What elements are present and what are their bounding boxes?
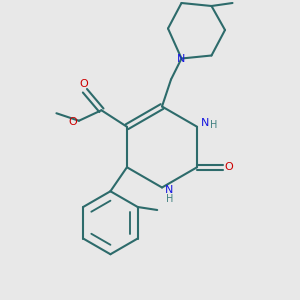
Text: O: O xyxy=(68,117,77,127)
Text: H: H xyxy=(166,194,173,204)
Text: N: N xyxy=(201,118,210,128)
Text: N: N xyxy=(177,53,186,64)
Text: O: O xyxy=(225,162,233,172)
Text: H: H xyxy=(210,120,217,130)
Text: O: O xyxy=(79,79,88,89)
Text: N: N xyxy=(165,185,174,195)
